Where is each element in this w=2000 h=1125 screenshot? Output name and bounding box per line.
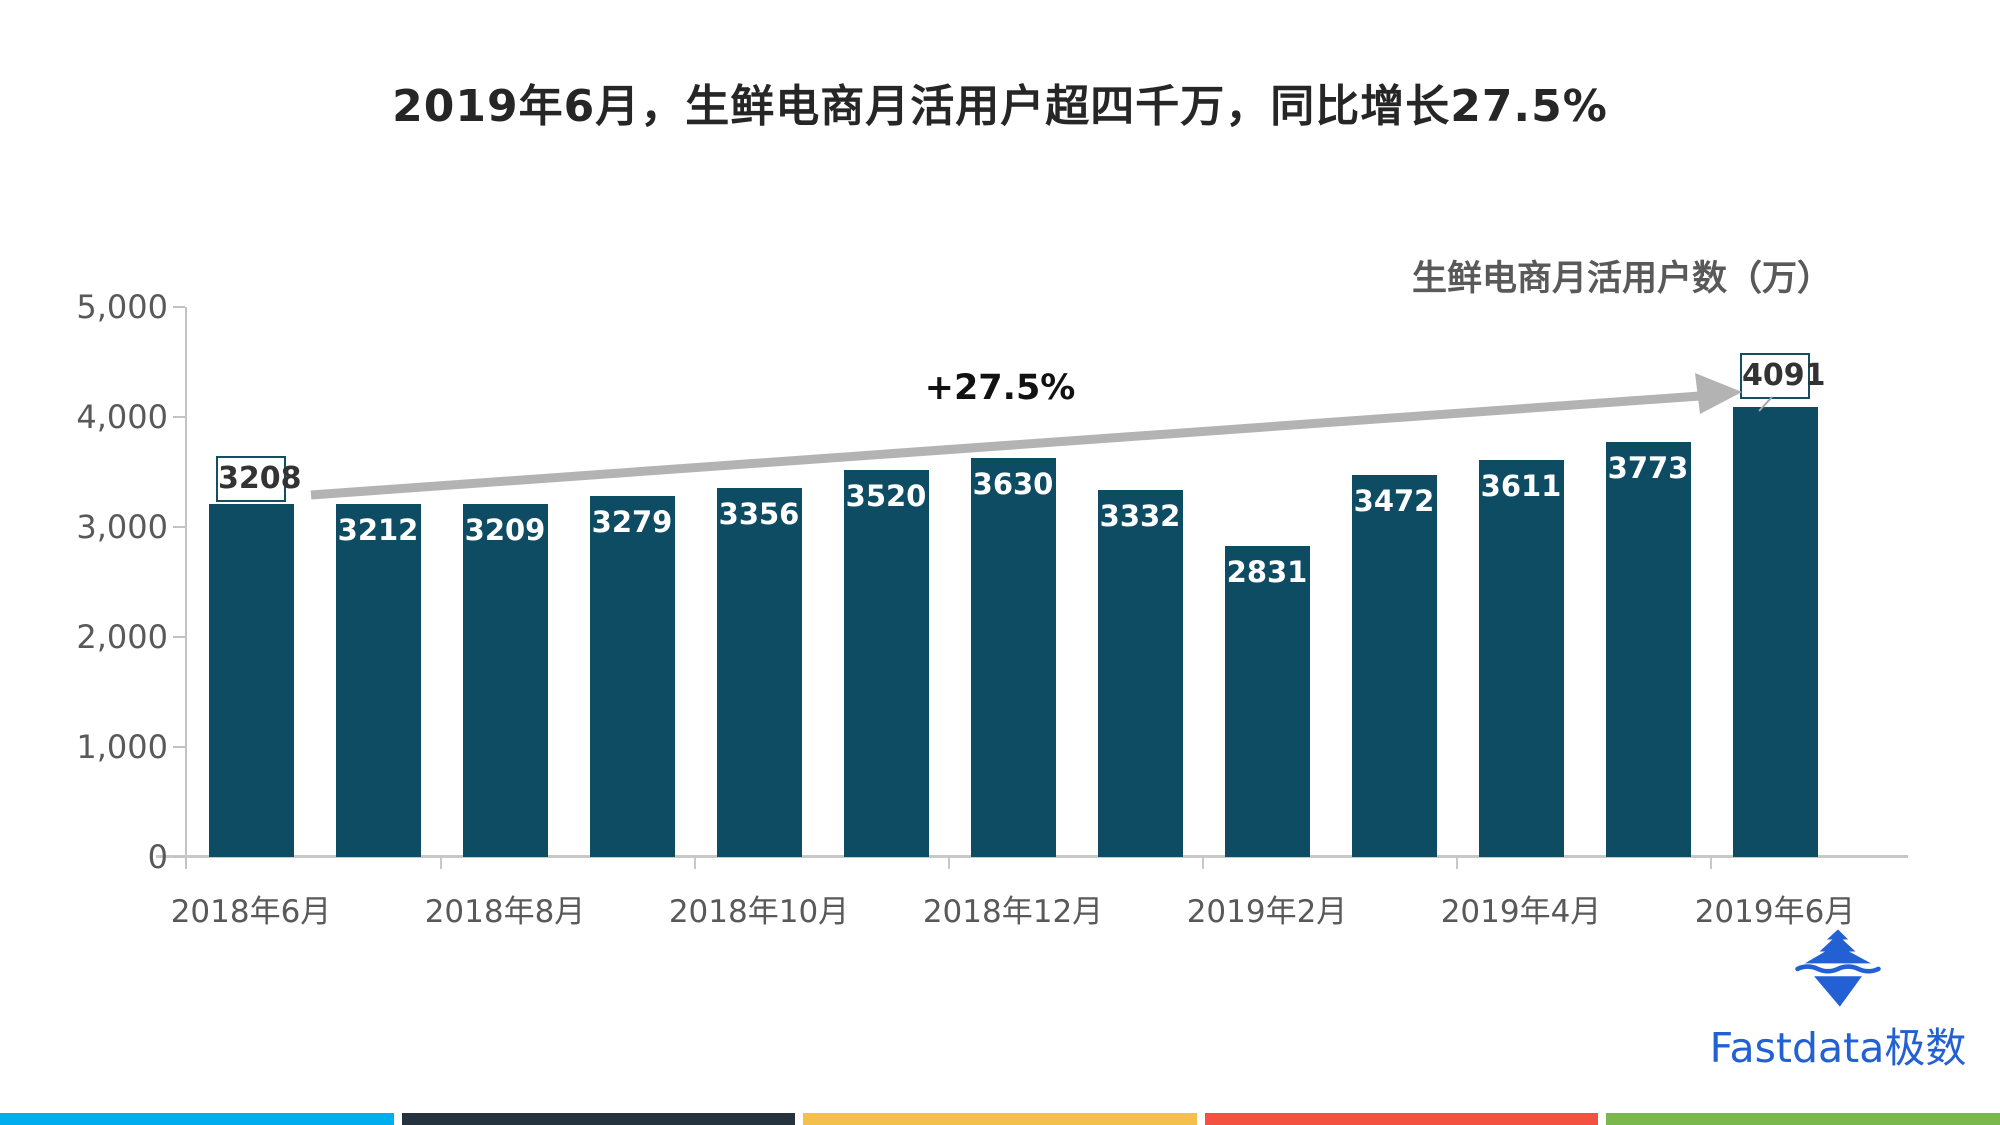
footer-stripe-segment (401, 1113, 796, 1125)
bar (208, 504, 294, 857)
page-title: 2019年6月，生鲜电商月活用户超四千万，同比增长27.5% (392, 81, 1608, 132)
bar (1097, 490, 1183, 857)
bar (1224, 545, 1310, 857)
y-tick-mark (173, 416, 185, 418)
bar (970, 457, 1056, 857)
x-tick-label: 2018年10月 (668, 894, 850, 930)
y-tick-mark (173, 636, 185, 638)
x-tick-label: 2018年6月 (170, 894, 332, 930)
y-tick-label: 3,000 (76, 508, 168, 546)
axis-unit-label: 生鲜电商月活用户数（万） (1411, 259, 1832, 299)
bar-value-label: 3630 (972, 466, 1054, 501)
footer-color-stripe (0, 1113, 2000, 1125)
bar-value-callout: 4091 (1740, 352, 1826, 399)
bar-value-callout: 3208 (216, 456, 302, 503)
y-tick-mark (173, 526, 185, 528)
bar (843, 469, 929, 857)
y-tick-label: 4,000 (76, 398, 168, 436)
bar-value-label: 2831 (1226, 554, 1308, 589)
x-tick-mark (694, 855, 696, 869)
bar (1732, 406, 1818, 857)
x-tick-mark (948, 855, 950, 869)
y-tick-label: 1,000 (76, 728, 168, 766)
y-tick-label: 2,000 (76, 618, 168, 656)
footer-stripe-segment (0, 1113, 394, 1125)
bar (462, 504, 548, 857)
bar-value-label: 3332 (1099, 499, 1181, 534)
iceberg-icon (1795, 929, 1881, 1007)
bar-value-label: 3520 (845, 478, 927, 513)
growth-annotation: +27.5% (924, 368, 1076, 408)
y-axis-line (185, 307, 187, 869)
x-tick-label: 2019年2月 (1186, 894, 1348, 930)
x-tick-mark (440, 855, 442, 869)
x-tick-mark (1202, 855, 1204, 869)
footer-stripe-segment (803, 1113, 1197, 1125)
bar-value-label: 3611 (1480, 468, 1562, 503)
bar (1478, 459, 1564, 857)
x-tick-mark (1710, 855, 1712, 869)
x-tick-label: 2019年4月 (1440, 894, 1602, 930)
x-tick-label: 2018年12月 (922, 894, 1104, 930)
brand-logo-text: Fastdata极数 (1709, 1024, 1967, 1072)
x-tick-label: 2018年8月 (424, 894, 586, 930)
y-tick-label: 5,000 (76, 288, 168, 326)
footer-stripe-segment (1204, 1113, 1599, 1125)
brand-logo: Fastdata极数 (1688, 928, 1988, 1074)
bar-value-label: 3212 (337, 512, 419, 547)
footer-stripe-segment (1606, 1113, 2000, 1125)
y-tick-mark (173, 306, 185, 308)
bar (335, 503, 421, 857)
bar (589, 496, 675, 857)
x-tick-mark (1456, 855, 1458, 869)
y-tick-label: 0 (147, 838, 168, 876)
bar-value-label: 3279 (591, 505, 673, 540)
bar (1605, 441, 1691, 857)
bar-value-label: 3472 (1353, 484, 1435, 519)
bar-value-label: 3773 (1607, 450, 1689, 485)
bar (716, 487, 802, 857)
bar-value-label: 3356 (718, 496, 800, 531)
y-tick-mark (173, 746, 185, 748)
y-tick-mark (173, 856, 185, 858)
bar (1351, 475, 1437, 857)
bar-value-label: 3209 (464, 513, 546, 547)
x-tick-label: 2019年6月 (1694, 894, 1856, 930)
